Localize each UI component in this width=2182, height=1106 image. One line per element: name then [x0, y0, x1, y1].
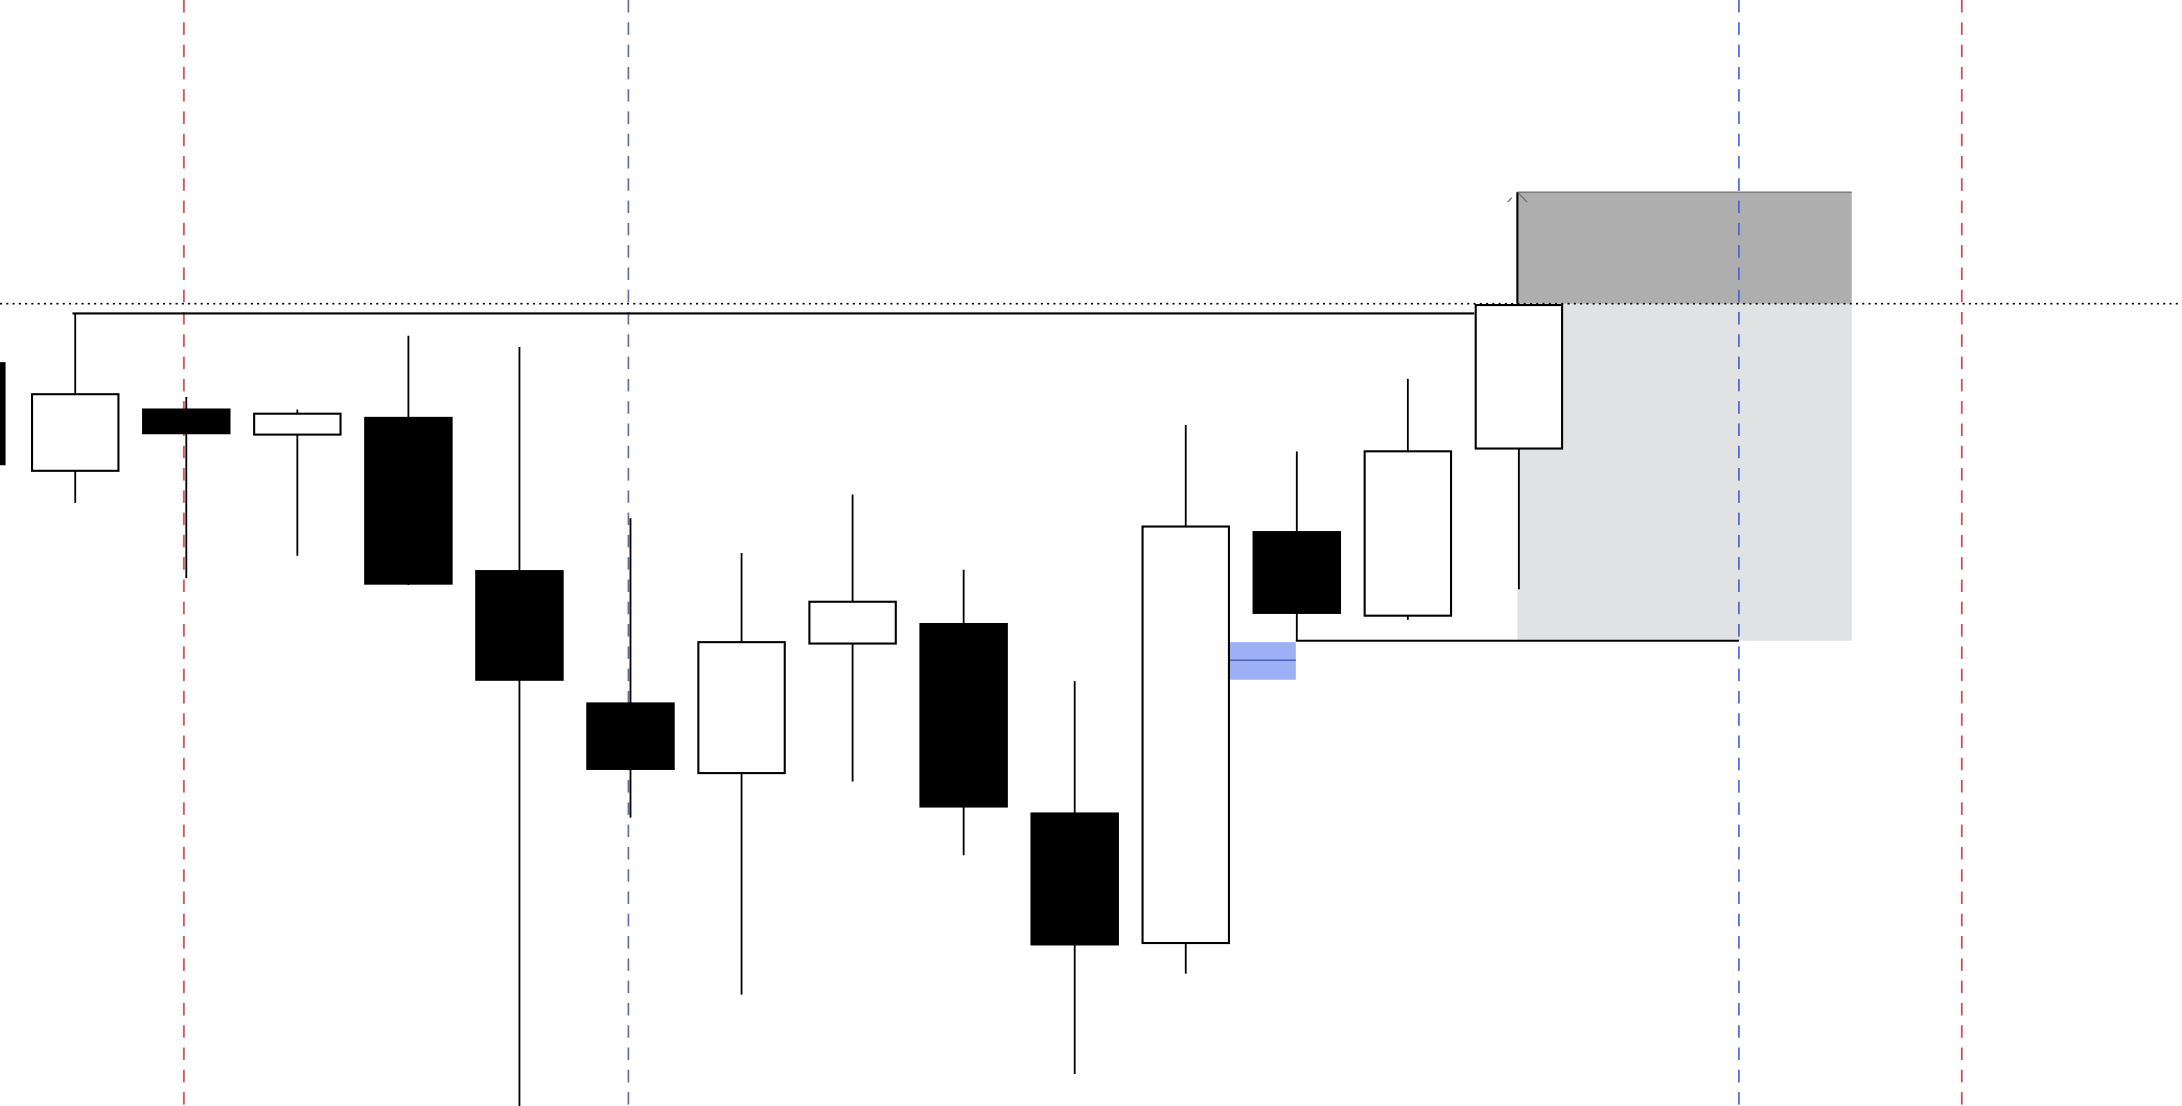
candle-bullish — [1363, 450, 1453, 617]
candles-layer — [0, 304, 1564, 1106]
upper-zone — [1517, 192, 1852, 304]
candle-partial — [0, 362, 6, 466]
candle-bullish — [253, 412, 342, 436]
candle-bullish — [31, 393, 120, 472]
session-lines-layer — [183, 0, 1963, 1106]
candle-bearish — [142, 408, 231, 435]
candle-bullish — [1141, 525, 1230, 945]
zones-layer — [1227, 191, 1852, 680]
candle-bullish — [1474, 304, 1564, 450]
candle-bearish — [475, 570, 564, 681]
levels-layer — [0, 302, 2182, 642]
lower-zone — [1517, 303, 1852, 641]
candle-bearish — [919, 622, 1008, 808]
candle-bearish — [364, 416, 453, 585]
candle-bullish — [808, 600, 897, 645]
resize-handle-icon — [1507, 193, 1528, 203]
candle-bearish — [1252, 531, 1342, 614]
candle-bearish — [586, 702, 675, 770]
candle-bullish — [697, 641, 786, 775]
candle-bearish — [1030, 812, 1119, 946]
